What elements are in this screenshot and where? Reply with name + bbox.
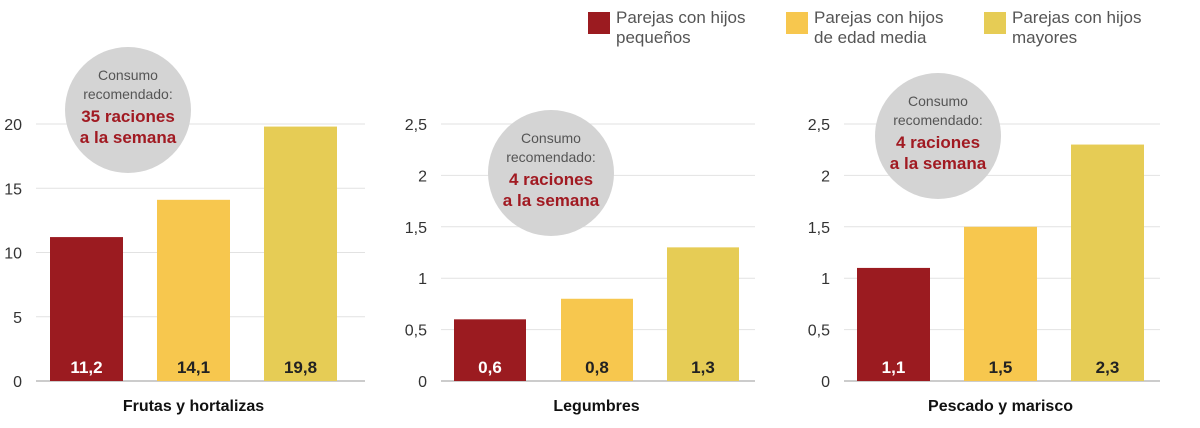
bar-value-label: 1,3	[691, 358, 715, 377]
bubble-circle	[488, 110, 614, 236]
legend-swatch	[984, 12, 1006, 34]
y-tick-label: 2	[418, 168, 427, 185]
category-label: Frutas y hortalizas	[123, 398, 264, 415]
y-tick-label: 0	[418, 374, 427, 391]
bubble-circle	[65, 47, 191, 173]
y-tick-label: 2,5	[405, 117, 427, 134]
legend-label-line1: Parejas con hijos	[814, 8, 944, 27]
legend-label-line2: pequeños	[616, 28, 691, 47]
bubble-text: a la semana	[80, 128, 177, 147]
recommendation-bubble: Consumo recomendado: 4 raciones a la semana	[488, 110, 614, 236]
bar	[667, 247, 739, 381]
bar-value-label: 0,6	[478, 358, 502, 377]
bubble-text: recomendado:	[893, 112, 983, 128]
bar	[264, 126, 337, 381]
bubble-text: 4 raciones	[509, 170, 593, 189]
legend: Parejas con hijos pequeños Parejas con h…	[588, 8, 1188, 58]
bubble-text: a la semana	[503, 191, 600, 210]
legend-swatch	[588, 12, 610, 34]
bar-value-label: 1,1	[882, 358, 906, 377]
y-tick-label: 2,5	[808, 117, 830, 134]
legend-label: Parejas con hijos mayores	[1012, 8, 1177, 48]
recommendation-bubble: Consumo recomendado: 35 raciones a la seman…	[65, 47, 191, 173]
chart-1: 0 5 10 15 20 11,2 14,1 19,8 Frutas y hortalizas C…	[4, 47, 365, 415]
legend-label-line2: mayores	[1012, 28, 1078, 47]
bar	[157, 199, 230, 381]
bar-value-label: 2,3	[1096, 358, 1120, 377]
legend-label: Parejas con hijos pequeños	[616, 8, 781, 48]
legend-swatch	[786, 12, 808, 34]
y-tick-label: 1,5	[808, 220, 830, 237]
y-tick-label: 15	[4, 181, 22, 198]
bubble-text: 35 raciones	[81, 107, 175, 126]
y-tick-label: 1	[418, 271, 427, 288]
y-tick-label: 0	[13, 374, 22, 391]
bubble-text: Consumo	[908, 93, 968, 109]
bar	[561, 298, 633, 381]
bar	[454, 319, 526, 381]
y-tick-label: 1	[821, 271, 830, 288]
bubble-text: recomendado:	[506, 149, 596, 165]
legend-label-line2: de edad media	[814, 28, 927, 47]
bubble-text: recomendado:	[83, 86, 173, 102]
bar-value-label: 19,8	[284, 358, 317, 377]
y-tick-label: 5	[13, 310, 22, 327]
y-tick-label: 2	[821, 168, 830, 185]
bar	[964, 226, 1037, 381]
legend-label: Parejas con hijos de edad media	[814, 8, 979, 48]
legend-label-line1: Parejas con hijos	[1012, 8, 1142, 27]
y-tick-label: 1,5	[405, 220, 427, 237]
bar-value-label: 1,5	[989, 358, 1013, 377]
bar-value-label: 11,2	[70, 358, 102, 377]
bubble-text: a la semana	[890, 154, 987, 173]
y-tick-label: 20	[4, 117, 22, 134]
legend-label-line1: Parejas con hijos	[616, 8, 746, 27]
bar-value-label: 0,8	[585, 358, 609, 377]
bar-value-label: 14,1	[177, 358, 210, 377]
bar	[50, 237, 123, 381]
y-tick-label: 0	[821, 374, 830, 391]
category-label: Pescado y marisco	[928, 398, 1073, 415]
bubble-text: 4 raciones	[896, 133, 980, 152]
recommendation-bubble: Consumo recomendado: 4 raciones a la semana	[875, 73, 1001, 199]
bubble-circle	[875, 73, 1001, 199]
chart-3: 0 0,5 1 1,5 2 2,5 1,1 1,5 2,3 Pescado y marisco Co…	[808, 73, 1160, 415]
chart-2: 0 0,5 1 1,5 2 2,5 0,6 0,8 1,3 Legumbres Consumo rec…	[405, 110, 755, 415]
y-tick-label: 10	[4, 246, 22, 263]
bar	[857, 267, 930, 381]
bar	[1071, 144, 1144, 381]
y-tick-label: 0,5	[808, 323, 830, 340]
y-tick-label: 0,5	[405, 323, 427, 340]
bubble-text: Consumo	[98, 67, 158, 83]
category-label: Legumbres	[553, 398, 639, 415]
bubble-text: Consumo	[521, 130, 581, 146]
